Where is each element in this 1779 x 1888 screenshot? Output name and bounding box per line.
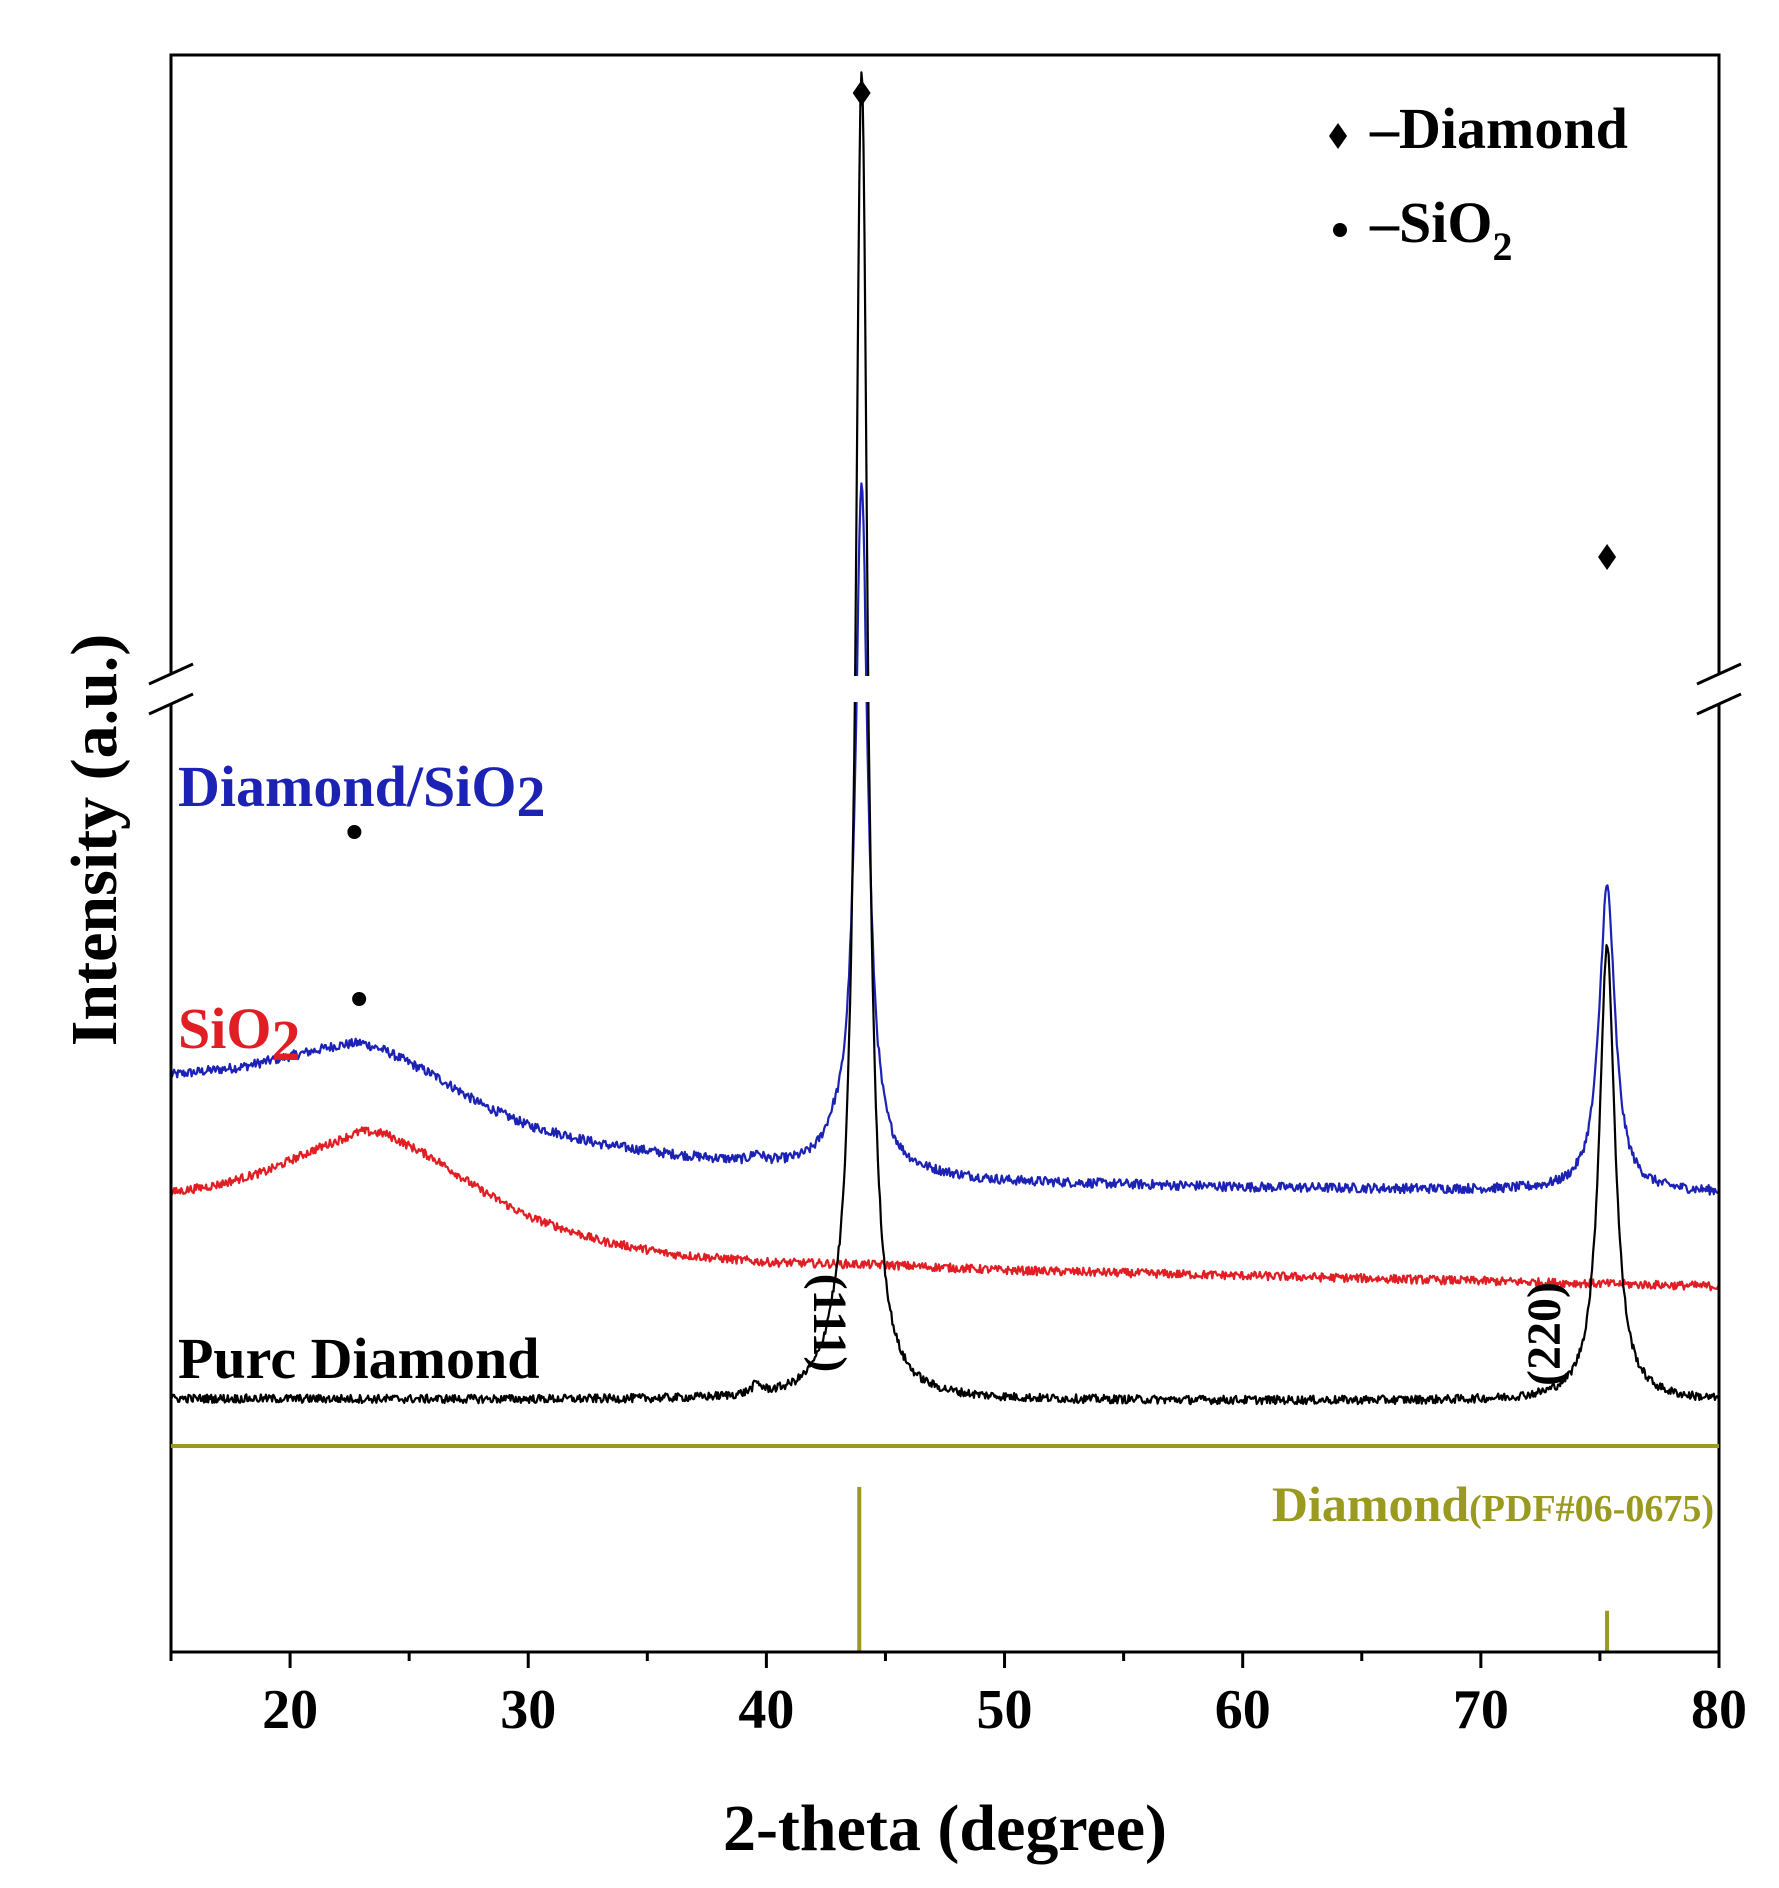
axis-break [148, 662, 1742, 716]
legend-entry-diamond: –Diamond [1369, 96, 1628, 161]
axis-break-mark-right-upper [1696, 662, 1742, 686]
legend-diamond-icon [1329, 123, 1347, 149]
series-label-sio2: SiO2 [178, 996, 301, 1073]
x-tick-label-60: 60 [1215, 1679, 1271, 1741]
axis-break-mark-right-lower [1696, 692, 1742, 716]
reference-label-suffix: (PDF#06-0675) [1469, 1488, 1714, 1530]
y-axis-label: Intensity (a.u.) [58, 634, 131, 1047]
peak-markers [347, 80, 1617, 1006]
series-line-2 [169, 71, 1721, 1406]
x-tick-label-40: 40 [738, 1679, 794, 1741]
axis-break-mark-left-upper [148, 662, 194, 686]
series-line-1 [169, 1126, 1720, 1292]
x-tick-label-30: 30 [500, 1679, 556, 1741]
series-label-pure-diamond: Purc Diamond [178, 1326, 539, 1391]
legend: –Diamond –SiO2 [1329, 96, 1628, 269]
miller-index-220: (220) [1518, 1282, 1571, 1386]
legend-entry-sio2-sub: 2 [1493, 224, 1513, 269]
reference-pattern [857, 1487, 1610, 1652]
x-tick-label-80: 80 [1691, 1679, 1747, 1741]
axis-break-gap [180, 676, 1710, 702]
axis-break-gap-left [167, 673, 175, 705]
x-axis-label: 2-theta (degree) [723, 1792, 1167, 1865]
x-axis-ticks: 20 30 40 50 60 70 80 [169, 1652, 1747, 1741]
axis-break-gap-right [1715, 673, 1723, 705]
x-tick-label-20: 20 [262, 1679, 318, 1741]
x-tick-label-50: 50 [977, 1679, 1033, 1741]
reference-label-main: Diamond [1272, 1476, 1469, 1532]
peak-marker-diamond-icon-1 [1598, 544, 1617, 570]
peak-marker-diamond-icon-0 [852, 80, 871, 106]
chart-traces [169, 71, 1721, 1406]
series-label-diamond-sio2: Diamond/SiO2 [178, 754, 545, 829]
reference-label: Diamond(PDF#06-0675) [1272, 1476, 1714, 1532]
series-label-diamond-sio2-main: Diamond/SiO [178, 754, 516, 819]
legend-entry-sio2-main: –SiO [1369, 190, 1493, 255]
axis-break-mark-left-lower [148, 692, 194, 716]
series-label-sio2-main: SiO [178, 996, 272, 1061]
peak-marker-dot-icon-2 [347, 825, 362, 839]
plot-frame [169, 53, 1721, 1654]
legend-entry-sio2: –SiO2 [1369, 190, 1513, 269]
miller-index-111: (111) [803, 1274, 856, 1373]
series-line-0 [169, 482, 1720, 1196]
x-tick-label-70: 70 [1453, 1679, 1509, 1741]
legend-dot-icon [1333, 223, 1347, 237]
series-label-diamond-sio2-sub: 2 [516, 764, 545, 829]
series-label-sio2-sub: 2 [272, 1008, 301, 1073]
peak-marker-dot-icon-3 [352, 992, 367, 1006]
